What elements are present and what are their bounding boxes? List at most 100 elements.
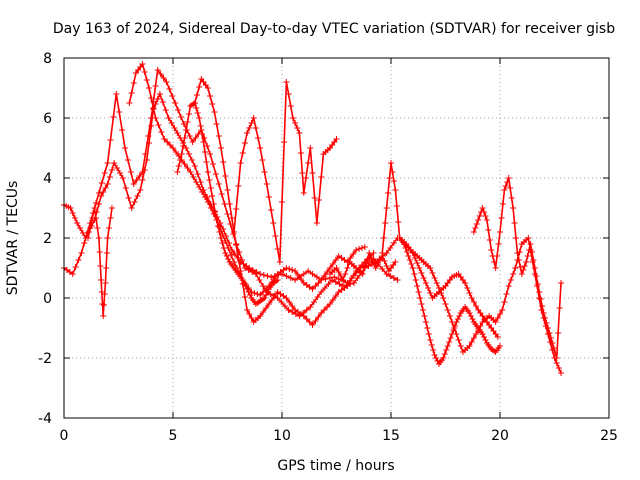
data-point-marker	[180, 121, 187, 127]
data-point-marker	[536, 289, 543, 295]
x-tick-label: 25	[600, 428, 618, 444]
data-point-marker	[408, 261, 415, 267]
data-point-marker	[418, 301, 425, 307]
data-point-marker	[158, 129, 165, 135]
data-point-marker	[365, 263, 372, 269]
data-point-marker	[106, 174, 113, 180]
data-point-marker	[268, 274, 275, 280]
data-point-marker	[175, 163, 182, 169]
grid-lines	[64, 58, 609, 418]
series-line	[403, 237, 562, 374]
series-line	[233, 81, 338, 263]
data-point-marker	[475, 217, 482, 223]
data-point-marker	[470, 229, 477, 235]
data-point-marker	[239, 257, 246, 263]
data-point-marker	[207, 205, 214, 211]
data-point-marker	[311, 195, 318, 201]
data-point-marker	[558, 370, 565, 376]
series-trace-3	[126, 61, 368, 298]
data-point-marker	[443, 347, 450, 353]
series-trace-9	[396, 235, 503, 367]
series-trace-2	[61, 67, 401, 319]
data-point-marker	[390, 275, 397, 281]
data-point-marker	[335, 269, 342, 275]
data-point-marker	[494, 334, 501, 340]
data-point-marker	[505, 283, 512, 289]
data-point-marker	[449, 319, 456, 325]
data-point-marker	[108, 205, 115, 211]
data-point-marker	[224, 187, 231, 193]
data-point-marker	[215, 133, 222, 139]
data-point-marker	[491, 259, 498, 265]
data-point-marker	[194, 110, 201, 116]
data-point-marker	[428, 342, 435, 348]
data-point-marker	[186, 133, 193, 139]
data-point-marker	[261, 169, 268, 175]
data-point-marker	[246, 125, 253, 131]
data-point-marker	[222, 250, 229, 256]
data-point-marker	[221, 201, 228, 207]
data-point-marker	[297, 150, 304, 156]
data-point-marker	[67, 205, 74, 211]
data-point-marker	[276, 259, 283, 265]
data-point-marker	[314, 294, 321, 300]
data-point-marker	[259, 157, 266, 163]
data-point-marker	[251, 290, 258, 296]
data-point-marker	[473, 221, 480, 227]
data-point-marker	[313, 274, 320, 280]
data-point-marker	[336, 281, 343, 287]
data-point-marker	[354, 275, 361, 281]
data-point-marker	[184, 119, 191, 125]
data-point-marker	[95, 201, 102, 207]
data-point-marker	[180, 143, 187, 149]
data-point-marker	[303, 316, 310, 322]
data-point-marker	[97, 263, 104, 269]
data-point-marker	[196, 115, 203, 121]
data-point-marker	[383, 205, 390, 211]
data-point-marker	[283, 295, 290, 301]
data-point-marker	[429, 270, 436, 276]
data-point-marker	[217, 145, 224, 151]
data-point-marker	[318, 310, 325, 316]
data-point-marker	[414, 283, 421, 289]
data-point-marker	[488, 247, 495, 253]
data-point-marker	[104, 160, 111, 166]
data-point-marker	[168, 120, 175, 126]
data-point-marker	[422, 280, 429, 286]
data-point-marker	[497, 311, 503, 317]
data-point-marker	[119, 127, 126, 133]
data-point-marker	[171, 125, 178, 131]
data-point-marker	[254, 291, 261, 297]
data-point-marker	[412, 277, 419, 283]
data-point-marker	[549, 340, 556, 346]
data-point-marker	[350, 251, 357, 257]
data-point-marker	[285, 91, 292, 97]
data-point-marker	[101, 291, 108, 297]
data-point-marker	[72, 264, 79, 270]
data-point-marker	[145, 133, 152, 139]
data-point-marker	[76, 225, 83, 231]
data-point-marker	[495, 241, 502, 247]
data-point-marker	[235, 255, 242, 261]
data-point-marker	[263, 181, 270, 187]
data-point-marker	[383, 263, 390, 269]
y-tick-label: 0	[43, 291, 52, 307]
data-point-marker	[528, 249, 535, 255]
data-point-marker	[241, 265, 248, 271]
data-point-marker	[125, 195, 132, 201]
data-point-marker	[215, 181, 222, 187]
data-point-marker	[212, 209, 219, 215]
data-point-marker	[292, 120, 299, 126]
x-tick-label: 15	[382, 428, 400, 444]
data-point-marker	[210, 201, 217, 207]
data-point-marker	[406, 257, 413, 263]
data-point-marker	[287, 275, 294, 281]
data-point-marker	[272, 233, 279, 239]
data-point-marker	[264, 273, 271, 279]
data-point-marker	[162, 107, 169, 113]
data-point-marker	[207, 185, 214, 191]
data-point-marker	[446, 313, 453, 319]
data-point-marker	[309, 322, 316, 328]
data-point-marker	[279, 199, 285, 205]
data-point-marker	[281, 139, 288, 145]
